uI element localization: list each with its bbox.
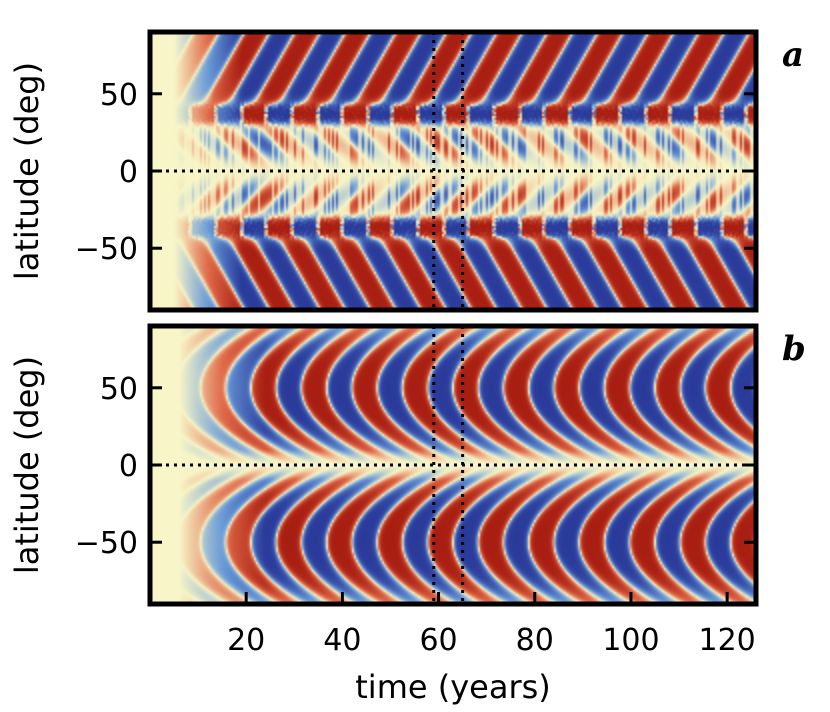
y-tick-label: 0 <box>119 155 138 190</box>
y-tick-label: 0 <box>119 449 138 484</box>
panel-letter-a: a <box>782 35 804 75</box>
y-tick-label: 50 <box>100 78 138 113</box>
x-ticks-b: 20 40 60 80 100 120 <box>227 592 756 658</box>
y-ticks-b: 50 0 −50 <box>75 372 756 561</box>
x-tick-label: 60 <box>419 623 457 658</box>
xlabel-b: time (years) <box>355 668 551 706</box>
y-ticks-a: 50 0 −50 <box>75 78 756 267</box>
x-tick-label: 100 <box>602 623 659 658</box>
ylabel-b: latitude (deg) <box>8 356 46 574</box>
y-tick-label: 50 <box>100 372 138 407</box>
reference-lines-b <box>150 326 756 604</box>
panel-letter-b: b <box>782 329 806 369</box>
y-tick-label: −50 <box>75 232 138 267</box>
reference-lines-a <box>150 32 756 310</box>
x-tick-label: 40 <box>323 623 361 658</box>
y-tick-label: −50 <box>75 526 138 561</box>
ylabel-a: latitude (deg) <box>8 62 46 280</box>
x-tick-label: 120 <box>699 623 756 658</box>
x-tick-label: 80 <box>516 623 554 658</box>
x-tick-label: 20 <box>227 623 265 658</box>
panel-b: 50 0 −50 20 40 60 80 100 120 latitude (deg) b t… <box>8 323 806 706</box>
panel-a: 50 0 −50 latitude (deg) a <box>8 29 804 313</box>
